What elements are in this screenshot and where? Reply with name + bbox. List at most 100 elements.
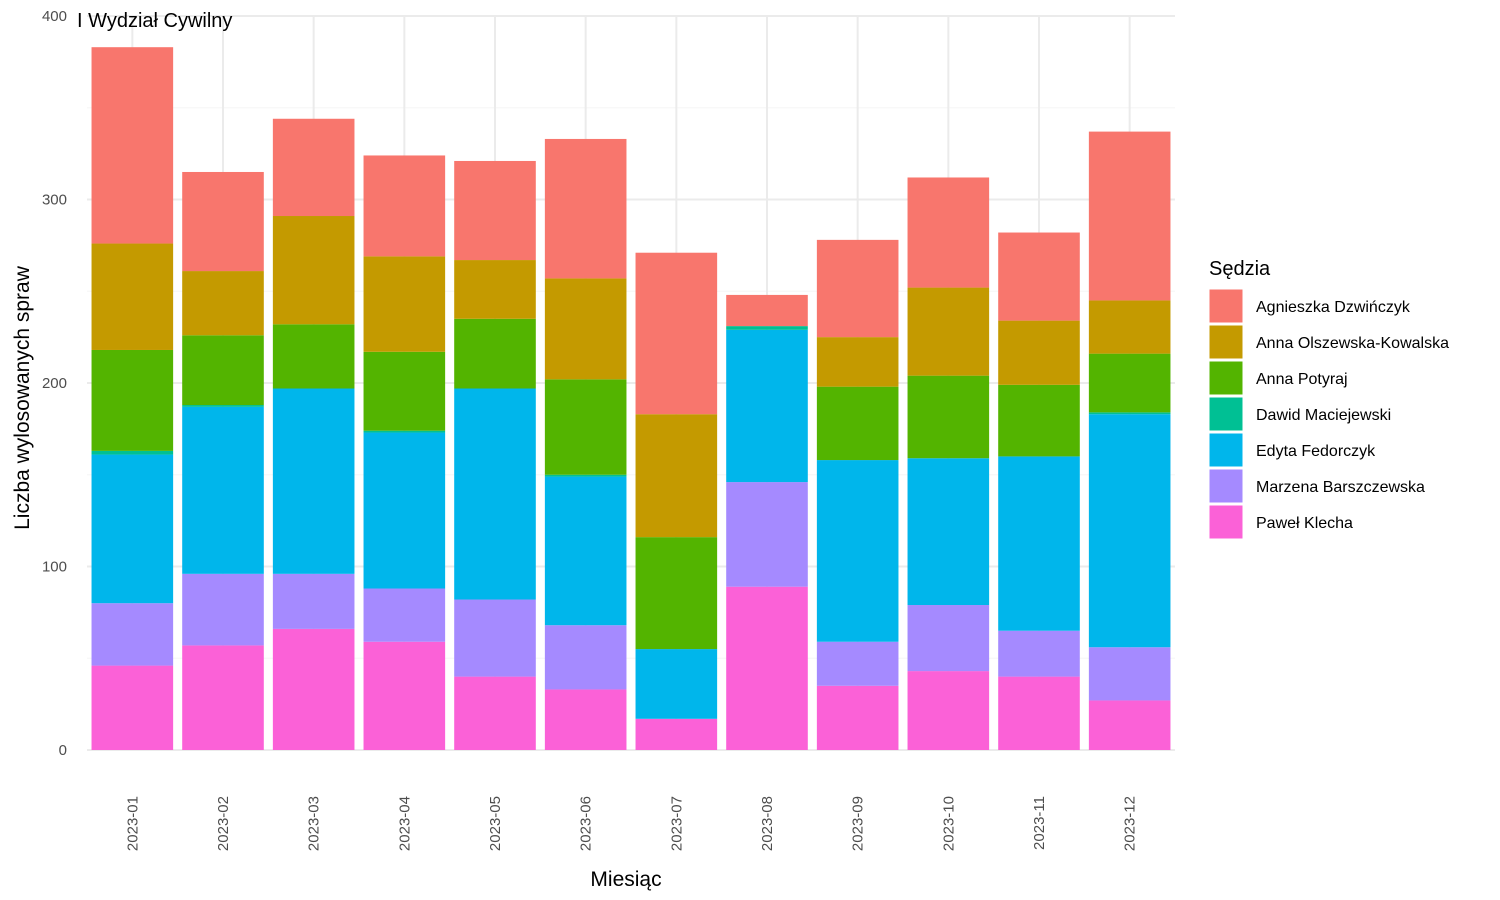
legend-label: Agnieszka Dzwińczyk — [1256, 299, 1411, 316]
x-tick-label: 2023-02 — [215, 796, 232, 851]
bar-segment: Edyta Fedorczyk — 2023-05: 115 — [454, 388, 536, 600]
bar-segment: Paweł Klecha — 2023-06: 33 — [544, 689, 627, 750]
chart-title: I Wydział Cywilny — [77, 10, 232, 32]
bar-segment: Marzena Barszczewska — 2023-10: 36 — [907, 605, 990, 672]
bar-segment: Anna Potyraj — 2023-01: 55 — [91, 349, 174, 451]
x-tick-label: 2023-04 — [396, 796, 413, 851]
x-tick-label: 2023-03 — [306, 796, 323, 851]
legend-label: Dawid Maciejewski — [1256, 407, 1391, 424]
bar-segment: Anna Potyraj — 2023-06: 52 — [544, 379, 627, 475]
bar-segment: Dawid Maciejewski — 2023-12: 1 — [1088, 412, 1171, 415]
bar-segment: Edyta Fedorczyk — 2023-07: 38 — [635, 649, 718, 719]
bar-segment: Paweł Klecha — 2023-11: 40 — [998, 676, 1080, 750]
bar-segment: Anna Olszewska-Kowalska — 2023-12: 29 — [1088, 300, 1171, 354]
bar-segment: Anna Potyraj — 2023-03: 35 — [272, 324, 355, 389]
bar-segment: Agnieszka Dzwińczyk — 2023-07: 88 — [635, 252, 718, 415]
x-tick-label: 2023-11 — [1031, 796, 1048, 850]
bar-segment: Edyta Fedorczyk — 2023-11: 95 — [998, 456, 1080, 631]
bar-segment: Agnieszka Dzwińczyk — 2023-03: 53 — [272, 118, 355, 217]
bar-segment: Marzena Barszczewska — 2023-03: 30 — [272, 573, 355, 629]
bar-segment: Anna Olszewska-Kowalska — 2023-07: 67 — [635, 414, 718, 538]
legend-title: Sędzia — [1209, 258, 1271, 280]
bar-segment: Anna Potyraj — 2023-10: 45 — [907, 375, 990, 459]
legend-key — [1208, 396, 1244, 432]
bar-segment: Marzena Barszczewska — 2023-04: 29 — [363, 588, 446, 642]
bar-segment: Agnieszka Dzwińczyk — 2023-02: 54 — [182, 171, 264, 272]
legend-key — [1208, 360, 1244, 396]
legend-key — [1208, 468, 1244, 504]
bar-segment: Dawid Maciejewski — 2023-04: 1 — [363, 430, 446, 433]
bars: Paweł Klecha — 2023-01: 46Marzena Barszc… — [91, 47, 1171, 750]
bar-segment: Anna Olszewska-Kowalska — 2023-04: 52 — [363, 256, 446, 352]
bar-segment: Edyta Fedorczyk — 2023-04: 85 — [363, 432, 446, 589]
x-tick-label: 2023-08 — [759, 796, 776, 851]
bar-segment: Anna Olszewska-Kowalska — 2023-01: 58 — [91, 243, 174, 350]
x-tick-label: 2023-10 — [940, 796, 957, 851]
bar-segment: Anna Olszewska-Kowalska — 2023-11: 35 — [998, 320, 1080, 385]
legend: Sędzia Agnieszka Dzwińczyk Anna Olszewska… — [1208, 258, 1449, 540]
legend-label: Marzena Barszczewska — [1256, 479, 1425, 496]
bar-segment: Marzena Barszczewska — 2023-06: 35 — [544, 625, 627, 690]
bar-segment: Paweł Klecha — 2023-04: 59 — [363, 641, 446, 750]
bar-segment: Anna Olszewska-Kowalska — 2023-06: 55 — [544, 278, 627, 380]
bar-segment: Marzena Barszczewska — 2023-11: 25 — [998, 630, 1080, 677]
x-axis-title: Miesiąc — [590, 868, 661, 891]
legend-label: Anna Olszewska-Kowalska — [1256, 335, 1449, 352]
bar-segment: Dawid Maciejewski — 2023-08: 2 — [726, 326, 808, 330]
bar-segment: Edyta Fedorczyk — 2023-10: 80 — [907, 458, 990, 606]
bar-segment: Edyta Fedorczyk — 2023-03: 101 — [272, 388, 355, 574]
bar-segment: Agnieszka Dzwińczyk — 2023-06: 76 — [544, 138, 627, 279]
bar-segment: Paweł Klecha — 2023-07: 17 — [635, 718, 718, 750]
legend-key — [1208, 288, 1244, 324]
bar-segment: Edyta Fedorczyk — 2023-08: 83 — [726, 329, 808, 483]
bar-segment: Dawid Maciejewski — 2023-06: 1 — [544, 474, 627, 477]
bar-segment: Agnieszka Dzwińczyk — 2023-05: 54 — [454, 160, 536, 261]
bar-segment: Agnieszka Dzwińczyk — 2023-04: 55 — [363, 155, 446, 257]
bar-segment: Anna Olszewska-Kowalska — 2023-03: 59 — [272, 216, 355, 325]
bar-segment: Marzena Barszczewska — 2023-12: 29 — [1088, 647, 1171, 701]
y-tick-label: 0 — [59, 742, 67, 759]
legend-key — [1208, 324, 1244, 360]
bar-segment: Anna Potyraj — 2023-05: 38 — [454, 318, 536, 389]
bar-segment: Anna Potyraj — 2023-12: 32 — [1088, 353, 1171, 413]
bar-segment: Dawid Maciejewski — 2023-02: 1 — [182, 405, 264, 407]
bar-segment: Paweł Klecha — 2023-08: 89 — [726, 586, 808, 750]
bar-segment: Marzena Barszczewska — 2023-02: 39 — [182, 573, 264, 646]
bar-segment: Edyta Fedorczyk — 2023-12: 127 — [1088, 414, 1171, 648]
bar-segment: Marzena Barszczewska — 2023-09: 24 — [816, 641, 899, 686]
y-tick-label: 200 — [42, 375, 67, 392]
bar-segment: Agnieszka Dzwińczyk — 2023-01: 107 — [91, 47, 174, 244]
x-tick-label: 2023-09 — [850, 796, 867, 851]
x-tick-label: 2023-06 — [578, 796, 595, 851]
bar-segment: Paweł Klecha — 2023-01: 46 — [91, 665, 174, 750]
legend-label: Paweł Klecha — [1256, 515, 1353, 532]
bar-segment: Paweł Klecha — 2023-03: 66 — [272, 628, 355, 750]
bar-segment: Anna Olszewska-Kowalska — 2023-10: 48 — [907, 287, 990, 376]
x-tick-label: 2023-05 — [487, 796, 504, 851]
bar-segment: Agnieszka Dzwińczyk — 2023-08: 17 — [726, 294, 808, 327]
y-axis-title: Liczba wylosowanych spraw — [11, 265, 34, 530]
x-axis-tick-labels: 2023-01 2023-02 2023-03 2023-04 2023-05 2023-… — [124, 796, 1138, 851]
bar-segment: Anna Olszewska-Kowalska — 2023-05: 32 — [454, 260, 536, 319]
bar-segment: Edyta Fedorczyk — 2023-01: 81 — [91, 454, 174, 604]
x-tick-label: 2023-07 — [668, 796, 685, 851]
bar-segment: Paweł Klecha — 2023-10: 43 — [907, 671, 990, 750]
bar-segment: Paweł Klecha — 2023-12: 27 — [1088, 700, 1171, 750]
legend-label: Anna Potyraj — [1256, 371, 1348, 388]
y-tick-label: 100 — [42, 559, 67, 576]
bar-segment: Agnieszka Dzwińczyk — 2023-10: 60 — [907, 177, 990, 288]
bar-segment: Edyta Fedorczyk — 2023-02: 91 — [182, 406, 264, 574]
x-tick-label: 2023-12 — [1122, 796, 1139, 851]
legend-label: Edyta Fedorczyk — [1256, 443, 1376, 460]
bar-segment: Edyta Fedorczyk — 2023-09: 99 — [816, 460, 899, 642]
bar-segment: Anna Potyraj — 2023-04: 43 — [363, 351, 446, 431]
bar-segment: Marzena Barszczewska — 2023-08: 57 — [726, 482, 808, 587]
legend-key — [1208, 504, 1244, 540]
bar-segment: Paweł Klecha — 2023-09: 35 — [816, 685, 899, 750]
legend-key — [1208, 432, 1244, 468]
bar-segment: Anna Olszewska-Kowalska — 2023-02: 35 — [182, 271, 264, 336]
y-axis-tick-labels: 0 100 200 300 400 — [42, 8, 67, 759]
bar-segment: Anna Potyraj — 2023-09: 40 — [816, 386, 899, 461]
bar-segment: Marzena Barszczewska — 2023-05: 42 — [454, 599, 536, 677]
